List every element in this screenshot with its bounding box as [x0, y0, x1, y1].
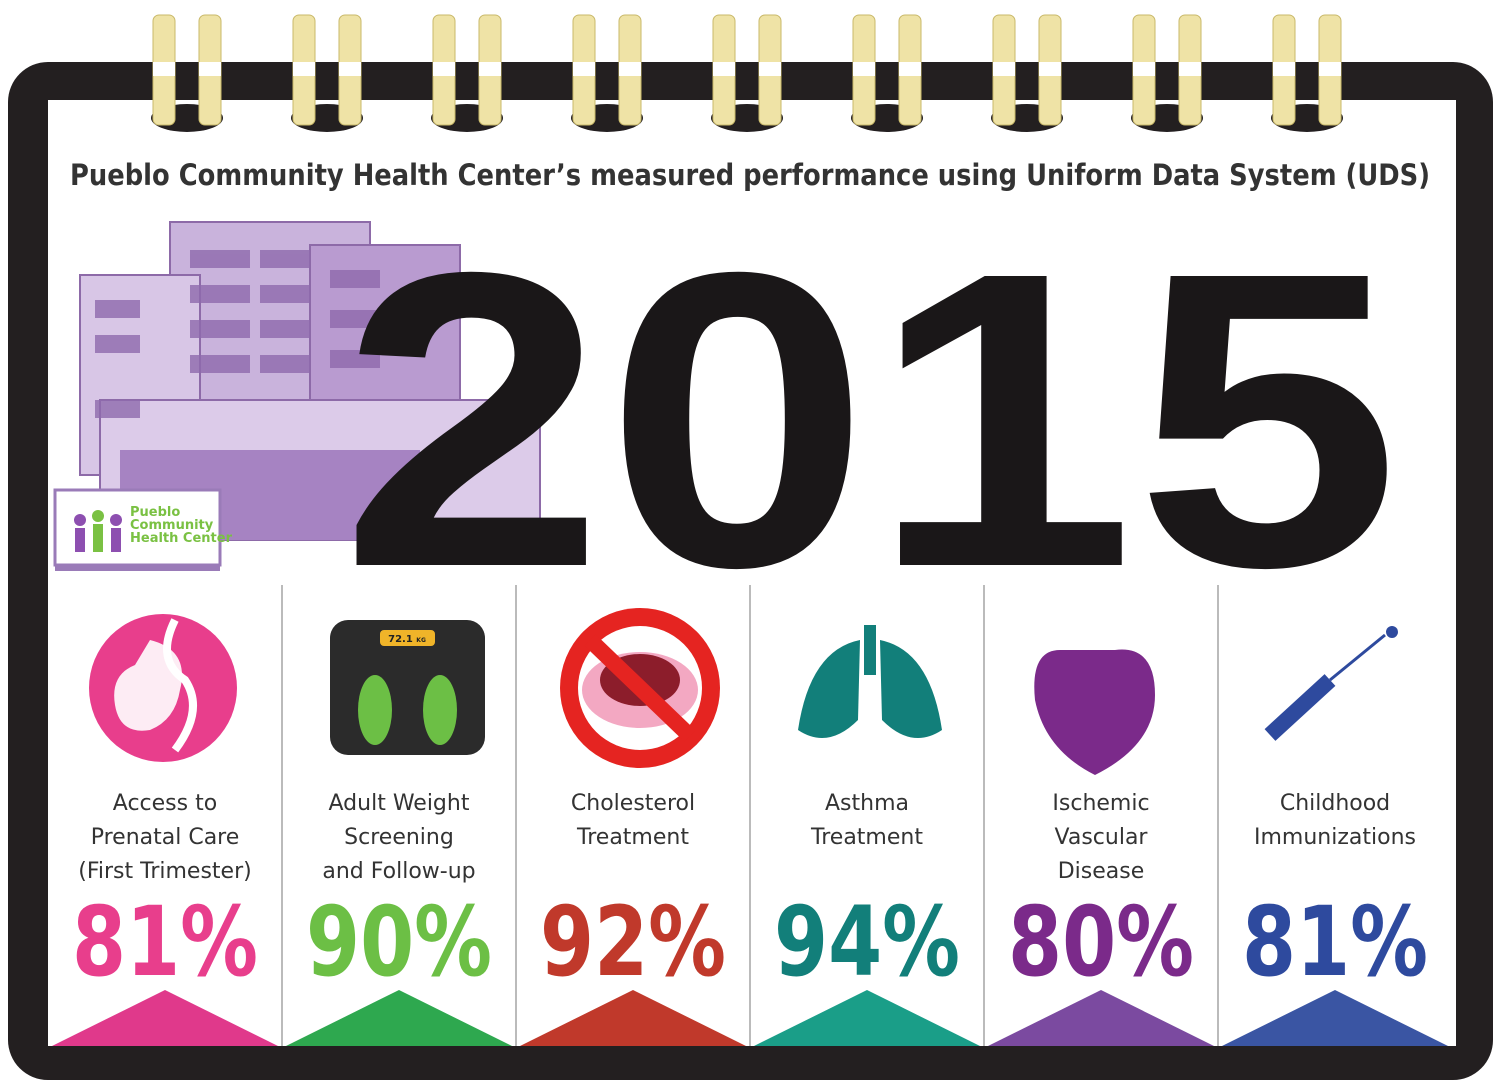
- logo-line: Health Center: [130, 531, 233, 546]
- label-line: (First Trimester): [78, 859, 251, 884]
- ring-stripe: [759, 62, 781, 76]
- label-line: Adult Weight: [329, 791, 470, 816]
- measure-value: 90%: [306, 886, 492, 998]
- label-line: and Follow-up: [322, 859, 475, 884]
- measure-value: 80%: [1008, 886, 1194, 998]
- ring-stripe: [853, 62, 875, 76]
- measure-value: 94%: [774, 886, 960, 998]
- label-line: Cholesterol: [571, 791, 695, 816]
- label-line: Disease: [1058, 859, 1145, 884]
- label-line: Asthma: [825, 791, 909, 816]
- ring-stripe: [199, 62, 221, 76]
- ring-stripe: [1319, 62, 1341, 76]
- ring-stripe: [293, 62, 315, 76]
- label-line: Screening: [344, 825, 454, 850]
- ring-stripe: [899, 62, 921, 76]
- measure-label: Ischemic Vascular Disease: [1052, 791, 1149, 884]
- infographic: Pueblo Community Health Center’s measure…: [0, 0, 1501, 1082]
- ring-stripe: [479, 62, 501, 76]
- ring-stripe: [993, 62, 1015, 76]
- label-line: Treatment: [576, 825, 689, 850]
- label-line: Childhood: [1280, 791, 1390, 816]
- year: 2015: [340, 186, 1400, 655]
- ring-stripe: [619, 62, 641, 76]
- scale-unit: KG: [416, 637, 426, 644]
- label-line: Access to: [113, 791, 217, 816]
- ring-stripe: [153, 62, 175, 76]
- ring-stripe: [433, 62, 455, 76]
- label-line: Immunizations: [1254, 825, 1416, 850]
- label-line: Ischemic: [1052, 791, 1149, 816]
- ring-stripe: [1179, 62, 1201, 76]
- ring-stripe: [573, 62, 595, 76]
- label-line: Vascular: [1055, 825, 1149, 850]
- ring-stripe: [1273, 62, 1295, 76]
- label-line: Prenatal Care: [91, 825, 240, 850]
- label-line: Treatment: [810, 825, 923, 850]
- ring-stripe: [1039, 62, 1061, 76]
- measure-value: 81%: [72, 886, 258, 998]
- ring-stripe: [339, 62, 361, 76]
- measure-label: Adult Weight Screening and Follow-up: [322, 791, 475, 884]
- ring-stripe: [713, 62, 735, 76]
- measure-value: 81%: [1242, 886, 1428, 998]
- scale-value: 72.1: [388, 634, 413, 645]
- ring-stripe: [1133, 62, 1155, 76]
- measure-value: 92%: [540, 886, 726, 998]
